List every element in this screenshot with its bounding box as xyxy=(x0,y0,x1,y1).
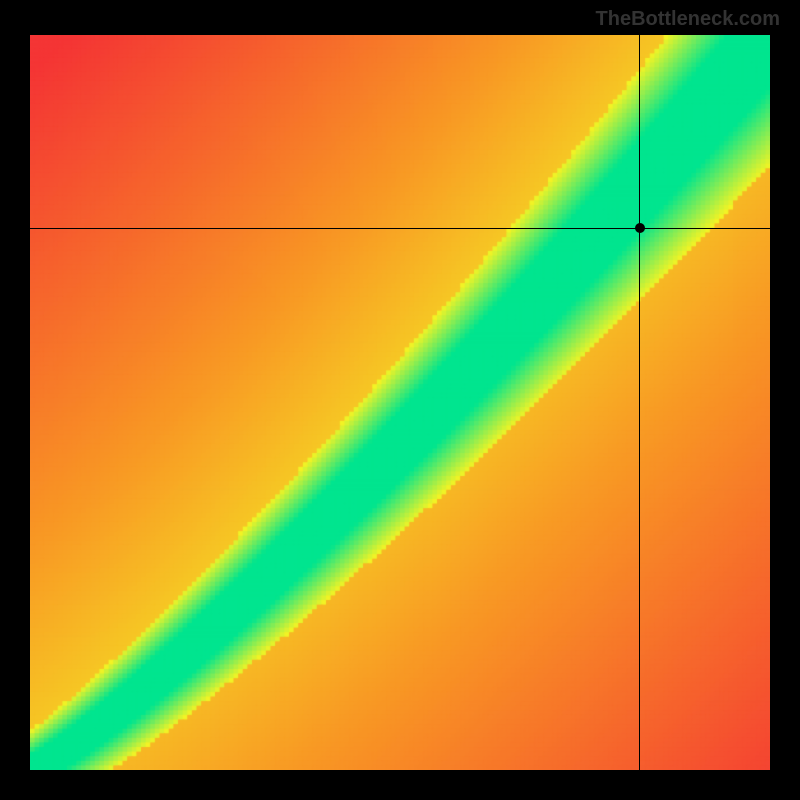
bottleneck-heatmap xyxy=(30,35,770,770)
crosshair-vertical xyxy=(639,35,640,770)
watermark-text: TheBottleneck.com xyxy=(596,8,780,31)
crosshair-marker xyxy=(635,223,645,233)
crosshair-horizontal xyxy=(30,228,770,229)
